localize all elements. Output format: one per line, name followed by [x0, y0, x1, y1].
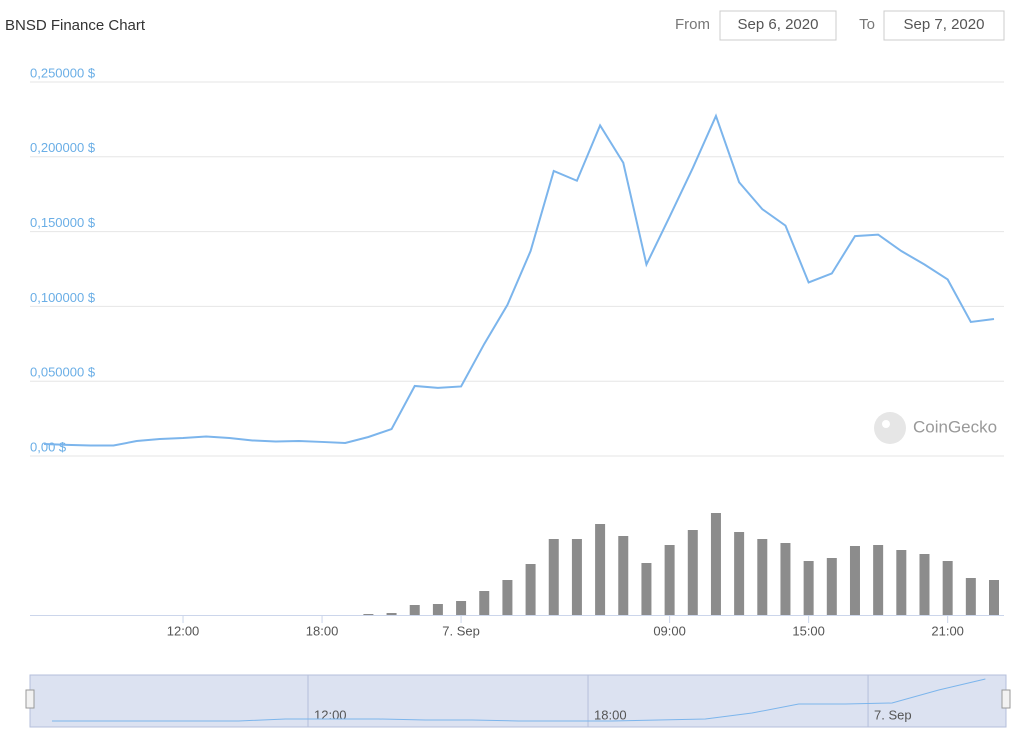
volume-bar: [664, 545, 675, 615]
volume-bar: [525, 564, 536, 615]
y-tick-label: 0,200000 $: [30, 140, 96, 155]
navigator-tick-label: 18:00: [594, 707, 627, 722]
navigator-tick-label: 12:00: [314, 707, 347, 722]
volume-bar: [595, 524, 606, 615]
chart-title: BNSD Finance Chart: [5, 17, 146, 34]
volume-bar: [641, 563, 652, 615]
watermark: CoinGecko: [913, 417, 997, 436]
y-tick-label: 0,00 $: [30, 439, 67, 454]
volume-bar: [409, 605, 420, 615]
volume-bar: [502, 580, 513, 615]
to-input[interactable]: [883, 10, 1005, 41]
volume-bar: [803, 561, 814, 615]
from-label: From: [675, 16, 710, 33]
x-tick-label: 18:00: [306, 623, 339, 638]
x-tick-label: 09:00: [653, 623, 686, 638]
navigator-handle[interactable]: [1001, 689, 1011, 709]
y-tick-label: 0,150000 $: [30, 215, 96, 230]
volume-bar: [873, 545, 884, 615]
volume-bar: [896, 550, 907, 615]
volume-bar: [363, 614, 374, 615]
from-value: Sep 6, 2020: [738, 16, 819, 33]
volume-bar: [826, 558, 837, 615]
watermark-logo: [874, 412, 906, 444]
volume-bar: [919, 554, 930, 615]
volume-bar: [734, 532, 745, 615]
x-tick-label: 12:00: [167, 623, 200, 638]
x-tick-label: 21:00: [931, 623, 964, 638]
navigator-line: [51, 678, 986, 722]
volume-bar: [618, 536, 629, 615]
volume-bar: [456, 601, 467, 615]
y-tick-label: 0,250000 $: [30, 65, 96, 80]
volume-bar: [479, 591, 490, 615]
volume-bar: [989, 580, 999, 615]
volume-bar: [687, 530, 698, 615]
volume-bar: [849, 546, 860, 615]
y-tick-label: 0,050000 $: [30, 365, 96, 380]
volume-bar: [548, 539, 559, 615]
volume-bar: [710, 513, 721, 615]
watermark-logo-eye: [882, 420, 890, 428]
navigator-handle[interactable]: [25, 689, 35, 709]
from-input[interactable]: [719, 10, 837, 41]
navigator-tick-label: 7. Sep: [874, 707, 912, 722]
volume-bar: [965, 578, 976, 615]
volume-bar: [571, 539, 582, 615]
price-line: [43, 113, 995, 447]
volume-bar: [386, 613, 397, 615]
volume-bar: [432, 604, 443, 615]
navigator-mask[interactable]: [29, 674, 1007, 728]
volume-bar: [942, 561, 953, 615]
volume-bar: [780, 543, 791, 615]
to-value: Sep 7, 2020: [904, 16, 985, 33]
x-tick-label: 7. Sep: [442, 623, 480, 638]
y-tick-label: 0,100000 $: [30, 290, 96, 305]
x-tick-label: 15:00: [792, 623, 825, 638]
volume-bar: [757, 539, 768, 615]
to-label: To: [859, 16, 875, 33]
